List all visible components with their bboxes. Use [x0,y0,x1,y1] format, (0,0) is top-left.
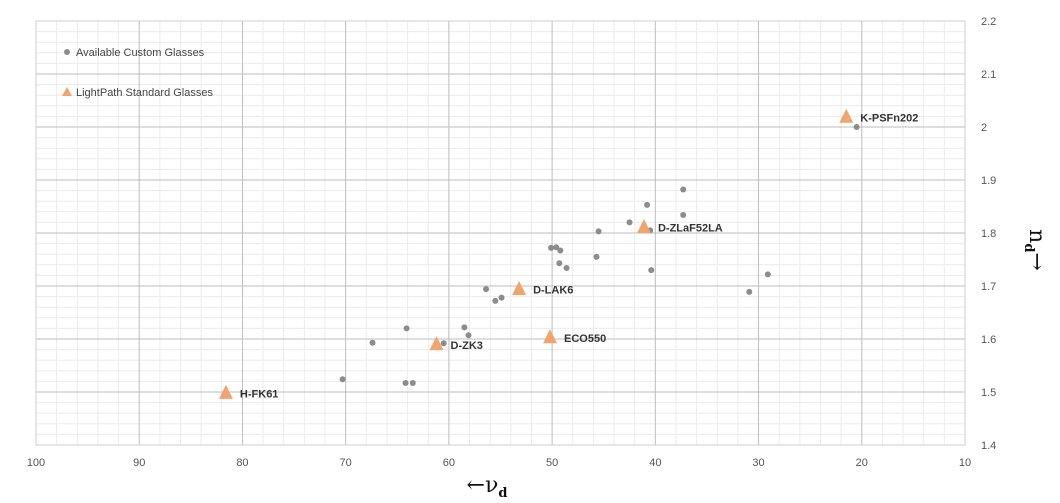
custom-glass-point [563,264,570,271]
custom-glass-point [853,124,860,130]
y-tick-labels: 1.4 1.5 1.6 1.7 1.8 1.9 2 2.1 2.2 [981,16,996,452]
custom-glass-point [465,332,472,339]
data-series [218,108,860,399]
custom-glass-point [461,324,468,331]
custom-glass-point [409,379,416,386]
x-tick-label: 60 [443,457,455,469]
custom-glass-point [764,271,771,278]
custom-glass-point [339,376,346,383]
x-tick-label: 90 [133,457,145,469]
custom-glass-point [680,211,687,218]
y-tick-label: 2.1 [981,69,996,81]
y-tick-label: 1.9 [981,175,996,187]
glass-label: H-FK61 [240,389,279,401]
custom-glass-point [644,201,651,208]
y-tick-label: 1.6 [981,334,996,346]
x-tick-label: 100 [27,457,45,469]
y-tick-label: 2 [981,122,987,134]
custom-glass-point [626,219,633,226]
custom-glass-point [369,339,376,346]
x-tick-labels: 100 90 80 70 60 50 40 30 20 10 [27,457,971,469]
glass-label: ECO550 [564,333,606,345]
x-tick-label: 50 [546,457,558,469]
custom-glass-point [746,288,753,295]
custom-glass-point [440,340,447,347]
glass-label: D-ZLaF52LA [658,223,723,235]
custom-glass-point [498,294,505,301]
y-tick-label: 1.4 [981,440,996,452]
y-tick-label: 1.5 [981,387,996,399]
custom-glass-point [595,228,602,235]
legend-label-custom: Available Custom Glasses [76,47,205,59]
custom-glass-point [648,267,655,274]
x-tick-label: 30 [752,457,764,469]
standard-glass-marker [429,336,444,351]
custom-glass-point [553,244,560,251]
x-tick-label: 80 [236,457,248,469]
x-tick-label: 70 [340,457,352,469]
data-labels: H-FK61 D-ZK3 ECO550 D-LAK6 D-ZLaF52LA K-PSFn2… [240,112,918,400]
plot-area-border [35,20,966,446]
custom-glass-point [593,253,600,260]
standard-glass-marker [636,219,651,234]
legend-marker-standard [62,87,72,96]
custom-glass-point [483,286,490,293]
y-tick-label: 1.8 [981,228,996,240]
glass-label: D-LAK6 [533,285,573,297]
legend-marker-custom [64,49,70,55]
standard-glass-marker [543,329,558,344]
custom-glass-point [402,379,409,386]
legend-label-standard: LightPath Standard Glasses [76,87,213,99]
custom-glass-point [403,325,410,332]
y-tick-label: 2.2 [981,16,996,28]
x-tick-label: 40 [649,457,661,469]
standard-glass-marker [512,281,527,296]
x-tick-label: 20 [856,457,868,469]
y-axis-title: nd→ [1021,229,1049,271]
custom-glass-point [680,186,687,193]
glass-label: D-ZK3 [451,340,483,352]
y-tick-label: 1.7 [981,281,996,293]
custom-glass-point [548,244,555,251]
standard-glass-marker [218,384,233,399]
custom-glass-point [556,260,563,267]
x-tick-label: 10 [959,457,971,469]
custom-glass-point [557,247,564,254]
glass-label: K-PSFn202 [860,112,918,124]
custom-glass-point [492,297,499,304]
x-axis-title: ←νd [467,473,508,501]
legend: Available Custom Glasses LightPath Stand… [62,47,213,99]
standard-glass-marker [839,108,854,123]
